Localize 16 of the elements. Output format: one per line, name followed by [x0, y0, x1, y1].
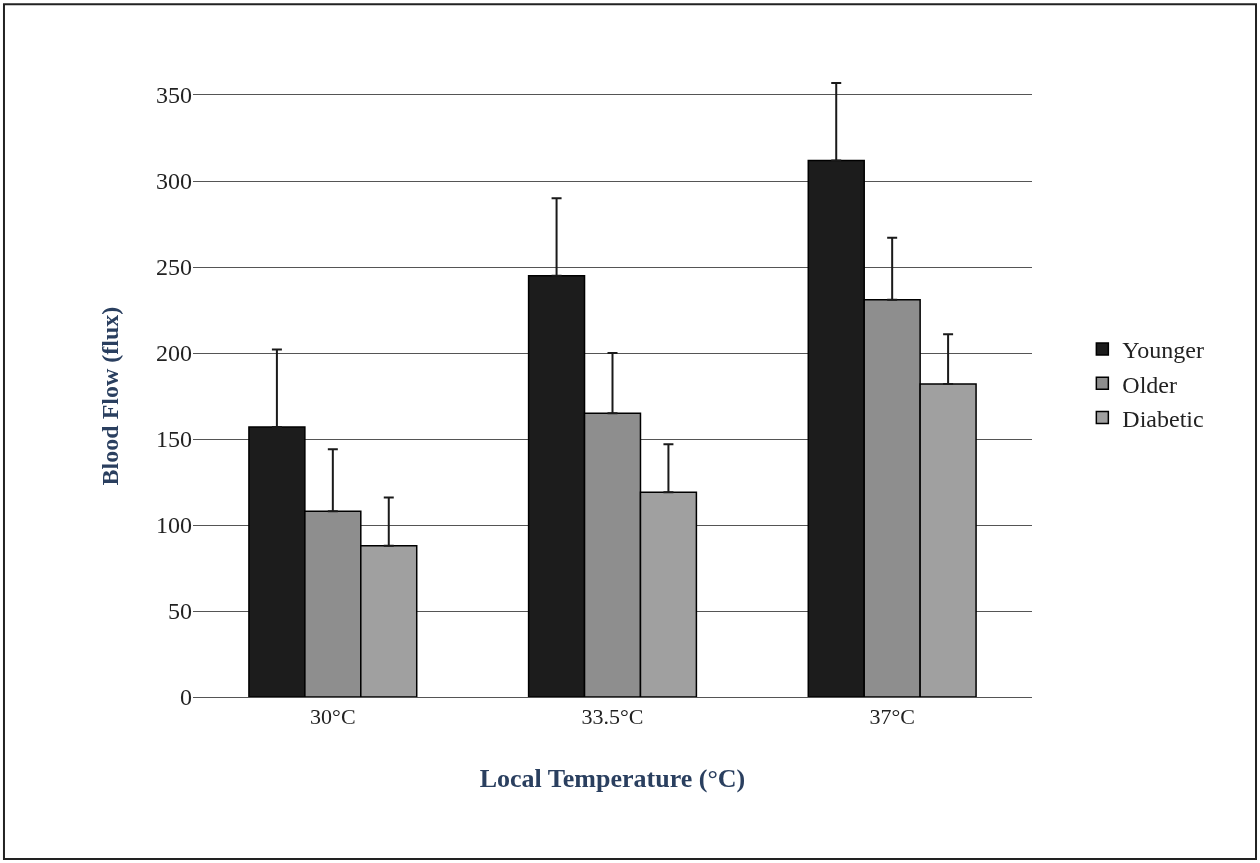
x-tick-label: 30°C — [310, 704, 356, 730]
y-tick-label: 150 — [156, 426, 192, 453]
y-tick-label: 300 — [156, 168, 192, 195]
y-tick-label: 0 — [180, 684, 192, 711]
legend-label: Older — [1122, 371, 1177, 398]
legend-label: Diabetic — [1122, 405, 1204, 432]
y-tick-label: 250 — [156, 254, 192, 281]
x-tick-label: 37°C — [869, 704, 915, 730]
y-tick-label: 200 — [156, 340, 192, 367]
x-axis-title: Local Temperature (°C) — [479, 764, 746, 794]
y-tick-label: 350 — [156, 82, 192, 109]
y-tick-label: 100 — [156, 512, 192, 539]
y-tick-label: 50 — [168, 598, 192, 625]
x-tick-label: 33.5°C — [581, 704, 644, 730]
legend-label: Younger — [1122, 337, 1204, 364]
y-axis-title: Blood Flow (flux) — [97, 306, 124, 486]
